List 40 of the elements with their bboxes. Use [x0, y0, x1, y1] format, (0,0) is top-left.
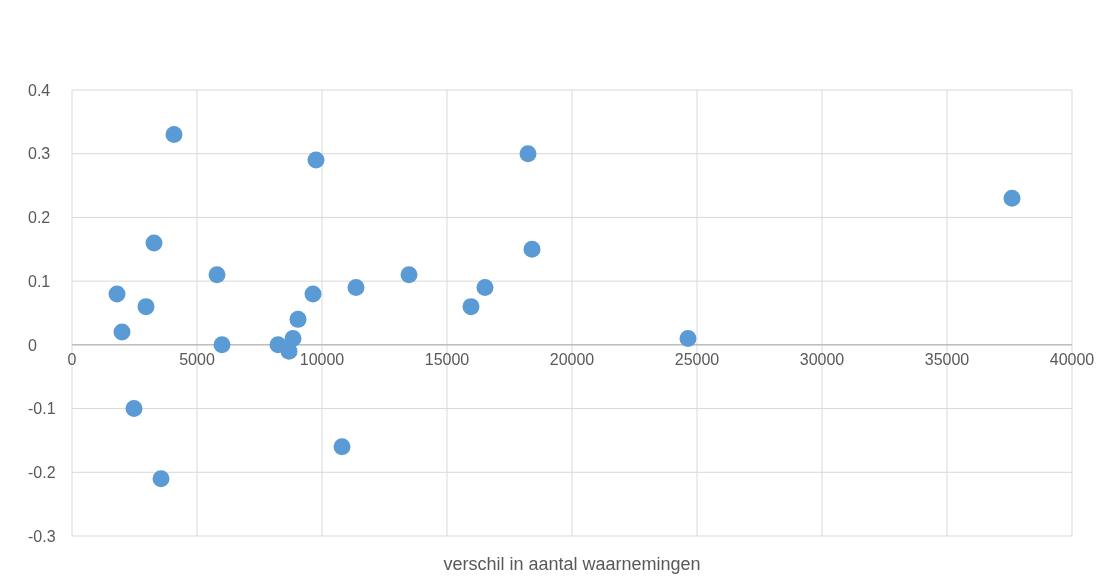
y-tick-label: 0.2 — [28, 209, 51, 227]
x-tick-label: 40000 — [1049, 350, 1095, 368]
point — [679, 329, 697, 347]
x-axis-title: verschil in aantal waarnemingen — [443, 554, 701, 574]
y-tick-label: -0.1 — [28, 400, 56, 418]
point — [125, 400, 143, 418]
point — [462, 298, 480, 316]
x-tick-label: 30000 — [799, 350, 845, 368]
x-tick-label: 10000 — [299, 350, 345, 368]
point — [347, 279, 365, 297]
x-tick-label: 20000 — [549, 350, 595, 368]
y-tick-label: 0.4 — [28, 81, 51, 99]
x-tick-label: 0 — [67, 350, 77, 368]
x-tick-label: 5000 — [179, 350, 215, 368]
y-tick-label: 0 — [28, 336, 37, 354]
point — [208, 266, 226, 284]
point — [333, 438, 351, 456]
x-tick-label: 15000 — [424, 350, 470, 368]
point — [108, 285, 126, 303]
point — [519, 145, 537, 163]
point — [213, 336, 231, 354]
point — [165, 126, 183, 144]
point — [400, 266, 418, 284]
point — [145, 234, 163, 252]
y-tick-label: -0.2 — [28, 463, 56, 481]
point — [523, 240, 541, 258]
point — [137, 298, 155, 316]
point — [284, 329, 302, 347]
point — [476, 279, 494, 297]
y-tick-label: 0.3 — [28, 145, 51, 163]
point — [307, 151, 325, 169]
x-tick-label: 25000 — [674, 350, 720, 368]
point — [1003, 189, 1021, 207]
point — [289, 310, 307, 328]
point — [304, 285, 322, 303]
point — [152, 470, 170, 488]
point — [113, 323, 131, 341]
y-tick-label: -0.3 — [28, 527, 56, 545]
y-tick-label: 0.1 — [28, 272, 51, 290]
x-tick-label: 35000 — [924, 350, 970, 368]
